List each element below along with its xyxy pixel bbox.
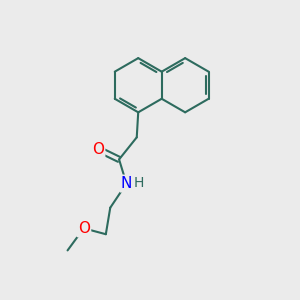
Text: O: O xyxy=(78,221,90,236)
Text: H: H xyxy=(134,176,144,190)
Text: O: O xyxy=(92,142,104,157)
Text: N: N xyxy=(121,176,132,191)
